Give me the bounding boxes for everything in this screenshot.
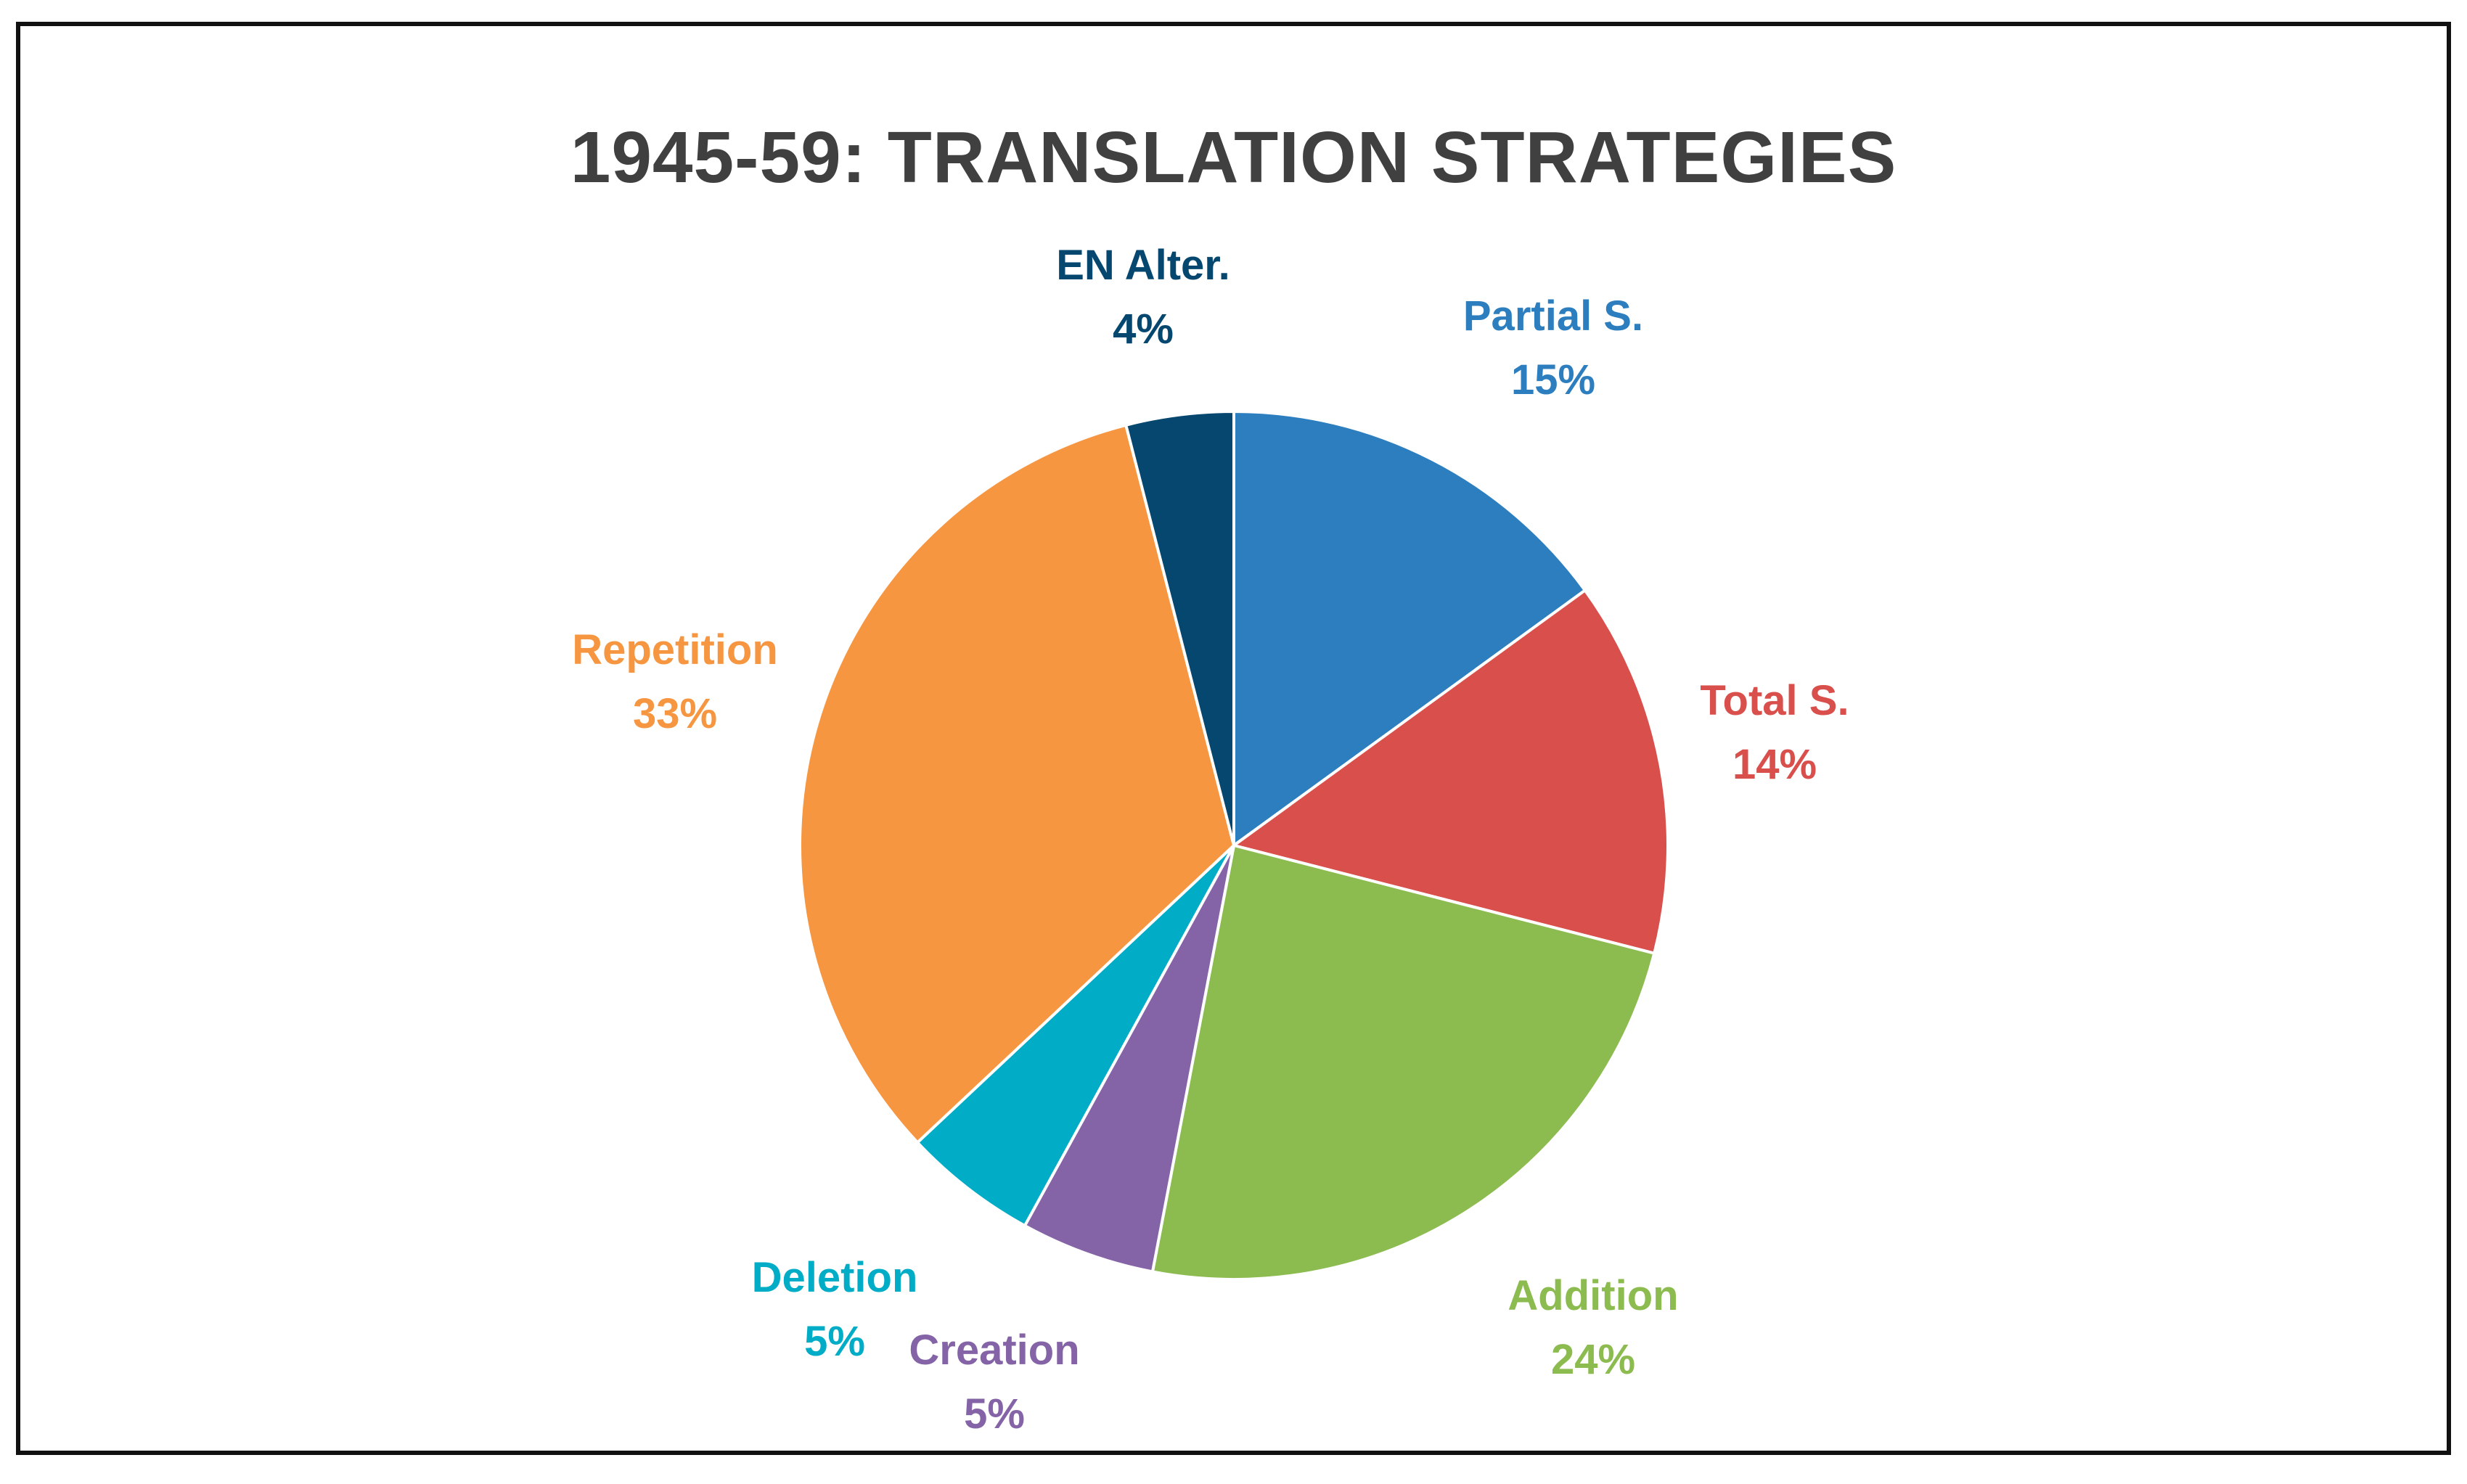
data-label-category: Partial S. [1463, 292, 1643, 340]
data-label-percent: 15% [1511, 356, 1595, 403]
data-label-percent: 14% [1732, 741, 1817, 788]
data-label-percent: 33% [633, 690, 717, 737]
data-label-total-s: Total S. 14% [1700, 677, 1849, 788]
data-label-addition: Addition 24% [1507, 1272, 1678, 1383]
data-label-percent: 5% [964, 1390, 1025, 1438]
data-label-deletion: Deletion 5% [752, 1254, 918, 1365]
pie-slice-deletion [915, 844, 1235, 1228]
data-label-percent: 24% [1551, 1336, 1635, 1383]
pie-slice-en-alter [1124, 409, 1235, 846]
data-label-category: EN Alter. [1056, 242, 1230, 289]
pie-slice-creation [1023, 845, 1235, 1274]
data-label-percent: 4% [1113, 306, 1174, 353]
data-label-category: Creation [909, 1327, 1079, 1374]
chart-title: 1945-59: TRANSLATION STRATEGIES [570, 117, 1897, 198]
data-label-percent: 5% [804, 1318, 865, 1365]
data-label-repetition: Repetition 33% [572, 626, 778, 737]
pie-slice-addition [1150, 843, 1656, 1281]
pie-slice-partial-s [1232, 409, 1587, 848]
data-label-category: Addition [1507, 1272, 1678, 1319]
pie-slice-repetition [798, 423, 1236, 1145]
data-label-en-alter: EN Alter. 4% [1056, 242, 1230, 353]
data-label-category: Repetition [572, 626, 778, 673]
data-label-partial-s: Partial S. 15% [1463, 292, 1643, 403]
pie-slice-total-s [1230, 588, 1669, 956]
data-label-category: Total S. [1700, 677, 1849, 724]
data-label-category: Deletion [752, 1254, 918, 1301]
data-label-creation: Creation 5% [909, 1327, 1079, 1438]
